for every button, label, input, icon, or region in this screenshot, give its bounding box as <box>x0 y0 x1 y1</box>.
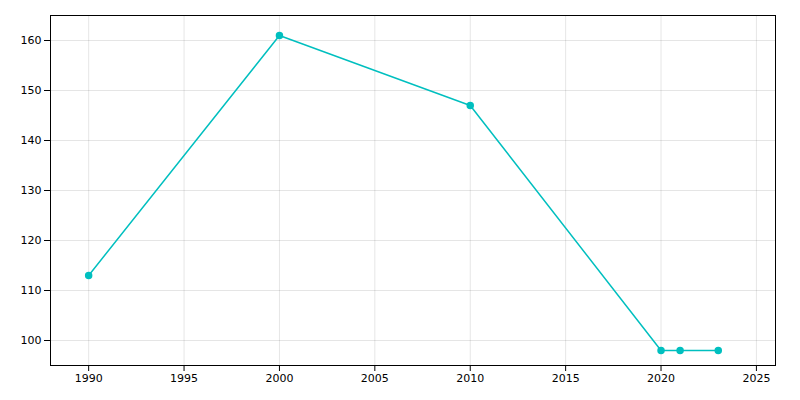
svg-text:130: 130 <box>21 184 42 197</box>
svg-text:120: 120 <box>21 234 42 247</box>
svg-text:150: 150 <box>21 84 42 97</box>
svg-text:2005: 2005 <box>361 372 389 385</box>
svg-text:2015: 2015 <box>552 372 580 385</box>
svg-text:1995: 1995 <box>170 372 198 385</box>
svg-text:160: 160 <box>21 34 42 47</box>
svg-text:2025: 2025 <box>742 372 770 385</box>
svg-text:2000: 2000 <box>265 372 293 385</box>
svg-text:140: 140 <box>21 134 42 147</box>
svg-text:2010: 2010 <box>456 372 484 385</box>
svg-text:2020: 2020 <box>647 372 675 385</box>
svg-text:100: 100 <box>21 334 42 347</box>
svg-text:1990: 1990 <box>75 372 103 385</box>
svg-text:110: 110 <box>21 284 42 297</box>
